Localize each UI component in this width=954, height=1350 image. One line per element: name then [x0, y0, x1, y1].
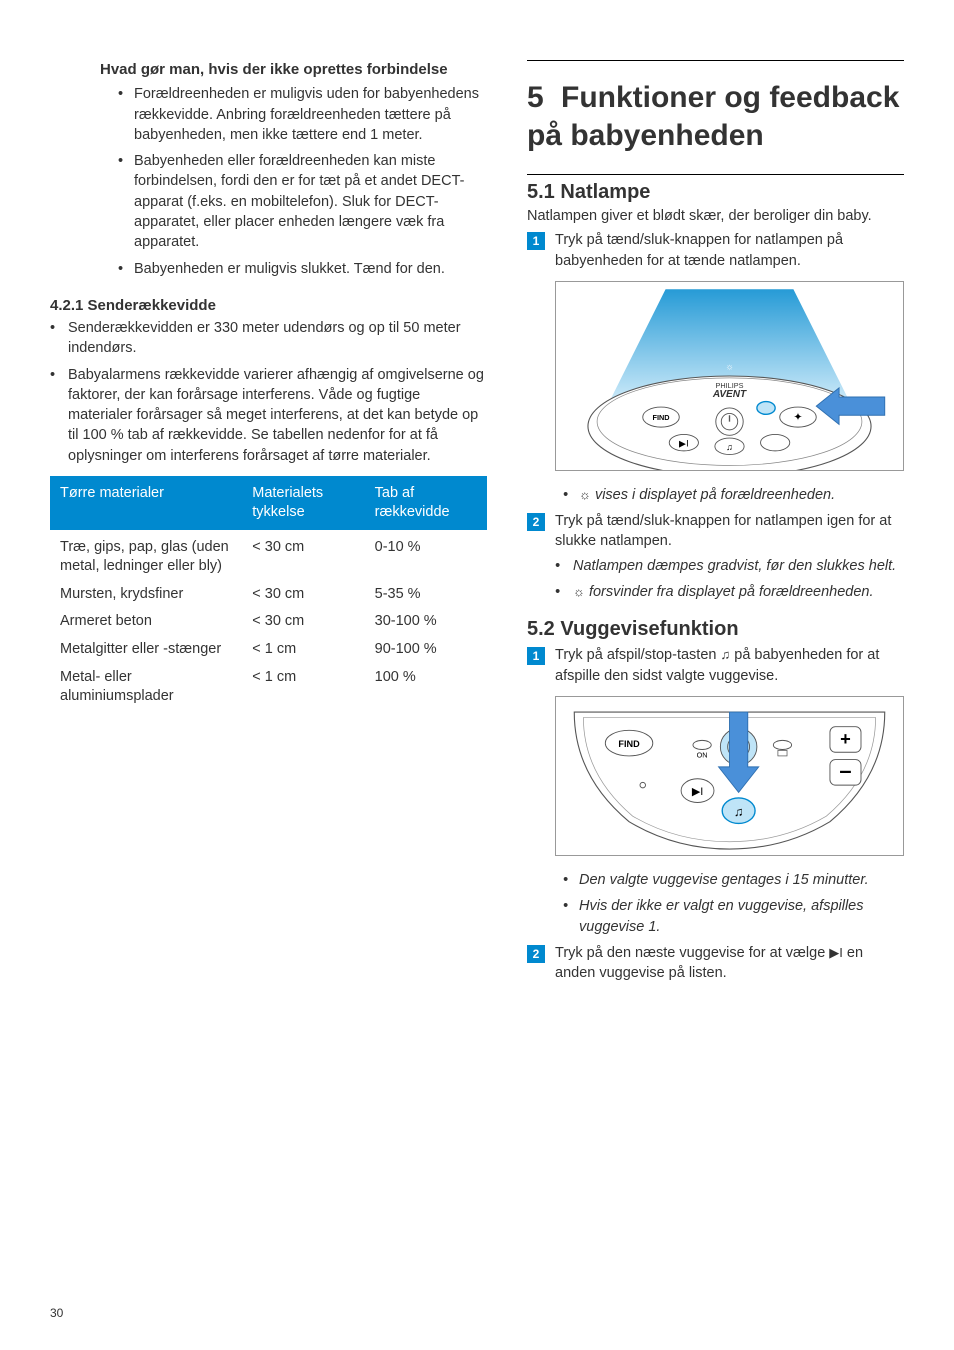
table-cell: Armeret beton [50, 608, 242, 636]
table-header: Materialets tykkelse [242, 476, 364, 530]
step-badge: 2 [527, 945, 545, 963]
table-cell: < 30 cm [242, 530, 364, 581]
device-illustration: PHILIPS AVENT FIND ✦ ▶I ♫ [556, 282, 903, 470]
table-row: Træ, gips, pap, glas (uden metal, lednin… [50, 530, 487, 581]
table-cell: Metalgitter eller -stænger [50, 636, 242, 664]
left-column: Hvad gør man, hvis der ikke oprettes for… [50, 60, 487, 987]
table-cell: 0-10 % [365, 530, 487, 581]
svg-text:☼: ☼ [725, 361, 733, 371]
svg-text:ON: ON [697, 751, 708, 760]
section-title: Natlampe [560, 181, 650, 203]
table-cell: Mursten, krydsfiner [50, 581, 242, 609]
table-row: Metalgitter eller -stænger< 1 cm90-100 % [50, 636, 487, 664]
list-item: Den valgte vuggevise gentages i 15 minut… [555, 870, 904, 890]
subsection-title: Senderækkevidde [88, 297, 216, 314]
section-number: 5.2 [527, 618, 555, 640]
list-item: ☼ forsvinder fra displayet på forældreen… [555, 582, 904, 602]
list-item: Babyalarmens rækkevidde varierer afhængi… [50, 365, 487, 466]
step-badge: 1 [527, 232, 545, 250]
right-column: 5Funktioner og feedback på babyenheden 5… [527, 60, 904, 987]
table-cell: 30-100 % [365, 608, 487, 636]
rule [527, 174, 904, 175]
table-row: Mursten, krydsfiner< 30 cm5-35 % [50, 581, 487, 609]
device-panel-illustration: FIND ON + – ▶I [556, 697, 903, 855]
step: 1 Tryk på tænd/sluk-knappen for natlampe… [527, 230, 904, 271]
table-cell: 90-100 % [365, 636, 487, 664]
subsection-heading: 4.2.1 Senderækkevidde [50, 297, 487, 314]
table-cell: < 30 cm [242, 608, 364, 636]
svg-text:♫: ♫ [726, 442, 733, 452]
section-heading: 5.2 Vuggevisefunktion [527, 618, 904, 641]
step-text: Tryk på den næste vuggevise for at vælge… [555, 943, 904, 984]
svg-text:–: – [839, 758, 851, 783]
section-intro: Natlampen giver et blødt skær, der berol… [527, 206, 904, 226]
table-row: Armeret beton< 30 cm30-100 % [50, 608, 487, 636]
table-cell: < 1 cm [242, 664, 364, 711]
list-item: ☼ vises i displayet på forældreenheden. [555, 485, 904, 505]
list-item: Natlampen dæmpes gradvist, før den slukk… [555, 556, 904, 576]
sun-icon: ☼ [573, 584, 585, 599]
chapter-number: 5 [527, 79, 561, 117]
step: 1 Tryk på afspil/stop-tasten ♫ på babyen… [527, 645, 904, 686]
table-cell: 100 % [365, 664, 487, 711]
svg-text:▶I: ▶I [679, 438, 689, 448]
svg-text:FIND: FIND [618, 739, 640, 749]
materials-table: Tørre materialer Materialets tykkelse Ta… [50, 476, 487, 711]
table-cell: < 1 cm [242, 636, 364, 664]
svg-text:FIND: FIND [652, 413, 669, 422]
step-text: Tryk på tænd/sluk-knappen for natlampen … [555, 230, 904, 271]
table-header: Tørre materialer [50, 476, 242, 530]
step-badge: 1 [527, 647, 545, 665]
step-text: Tryk på afspil/stop-tasten ♫ på babyenhe… [555, 645, 904, 686]
table-cell: < 30 cm [242, 581, 364, 609]
table-header: Tab af rækkevidde [365, 476, 487, 530]
result-bullets: Den valgte vuggevise gentages i 15 minut… [555, 870, 904, 937]
list-item: Babyenheden er muligvis slukket. Tænd fo… [110, 259, 487, 279]
svg-text:AVENT: AVENT [712, 389, 747, 400]
step: 2 Tryk på tænd/sluk-knappen for natlampe… [527, 511, 904, 608]
table-cell: 5-35 % [365, 581, 487, 609]
list-item: Hvis der ikke er valgt en vuggevise, afs… [555, 896, 904, 937]
chapter-heading: 5Funktioner og feedback på babyenheden [527, 79, 904, 154]
section-title: Vuggevisefunktion [560, 618, 738, 640]
svg-text:+: + [840, 728, 851, 749]
faq-bullet-list: Forældreenheden er muligvis uden for bab… [110, 84, 487, 279]
section-number: 5.1 [527, 181, 555, 203]
figure-lullaby: FIND ON + – ▶I [555, 696, 904, 856]
step-badge: 2 [527, 513, 545, 531]
faq-heading: Hvad gør man, hvis der ikke oprettes for… [100, 60, 487, 80]
svg-text:✦: ✦ [793, 412, 802, 424]
figure-nightlight: PHILIPS AVENT FIND ✦ ▶I ♫ [555, 281, 904, 471]
step: 2 Tryk på den næste vuggevise for at væl… [527, 943, 904, 984]
result-bullets: ☼ vises i displayet på forældreenheden. [555, 485, 904, 505]
chapter-title: Funktioner og feedback på babyenheden [527, 81, 899, 152]
svg-text:▶I: ▶I [692, 786, 703, 798]
next-icon: ▶I [829, 945, 843, 960]
range-bullet-list: Senderækkevidden er 330 meter udendørs o… [50, 318, 487, 466]
list-item: Forældreenheden er muligvis uden for bab… [110, 84, 487, 145]
sun-icon: ☼ [579, 487, 591, 502]
rule [527, 60, 904, 61]
svg-text:♫: ♫ [734, 804, 744, 819]
note-icon: ♫ [720, 647, 730, 662]
page-number: 30 [50, 1306, 63, 1320]
list-item: Babyenheden eller forældreenheden kan mi… [110, 151, 487, 252]
table-cell: Træ, gips, pap, glas (uden metal, lednin… [50, 530, 242, 581]
section-heading: 5.1 Natlampe [527, 181, 904, 204]
step-text: Tryk på tænd/sluk-knappen for natlampen … [555, 511, 904, 608]
table-row: Metal- eller aluminiumsplader< 1 cm100 % [50, 664, 487, 711]
table-cell: Metal- eller aluminiumsplader [50, 664, 242, 711]
list-item: Senderækkevidden er 330 meter udendørs o… [50, 318, 487, 359]
subsection-number: 4.2.1 [50, 297, 83, 314]
